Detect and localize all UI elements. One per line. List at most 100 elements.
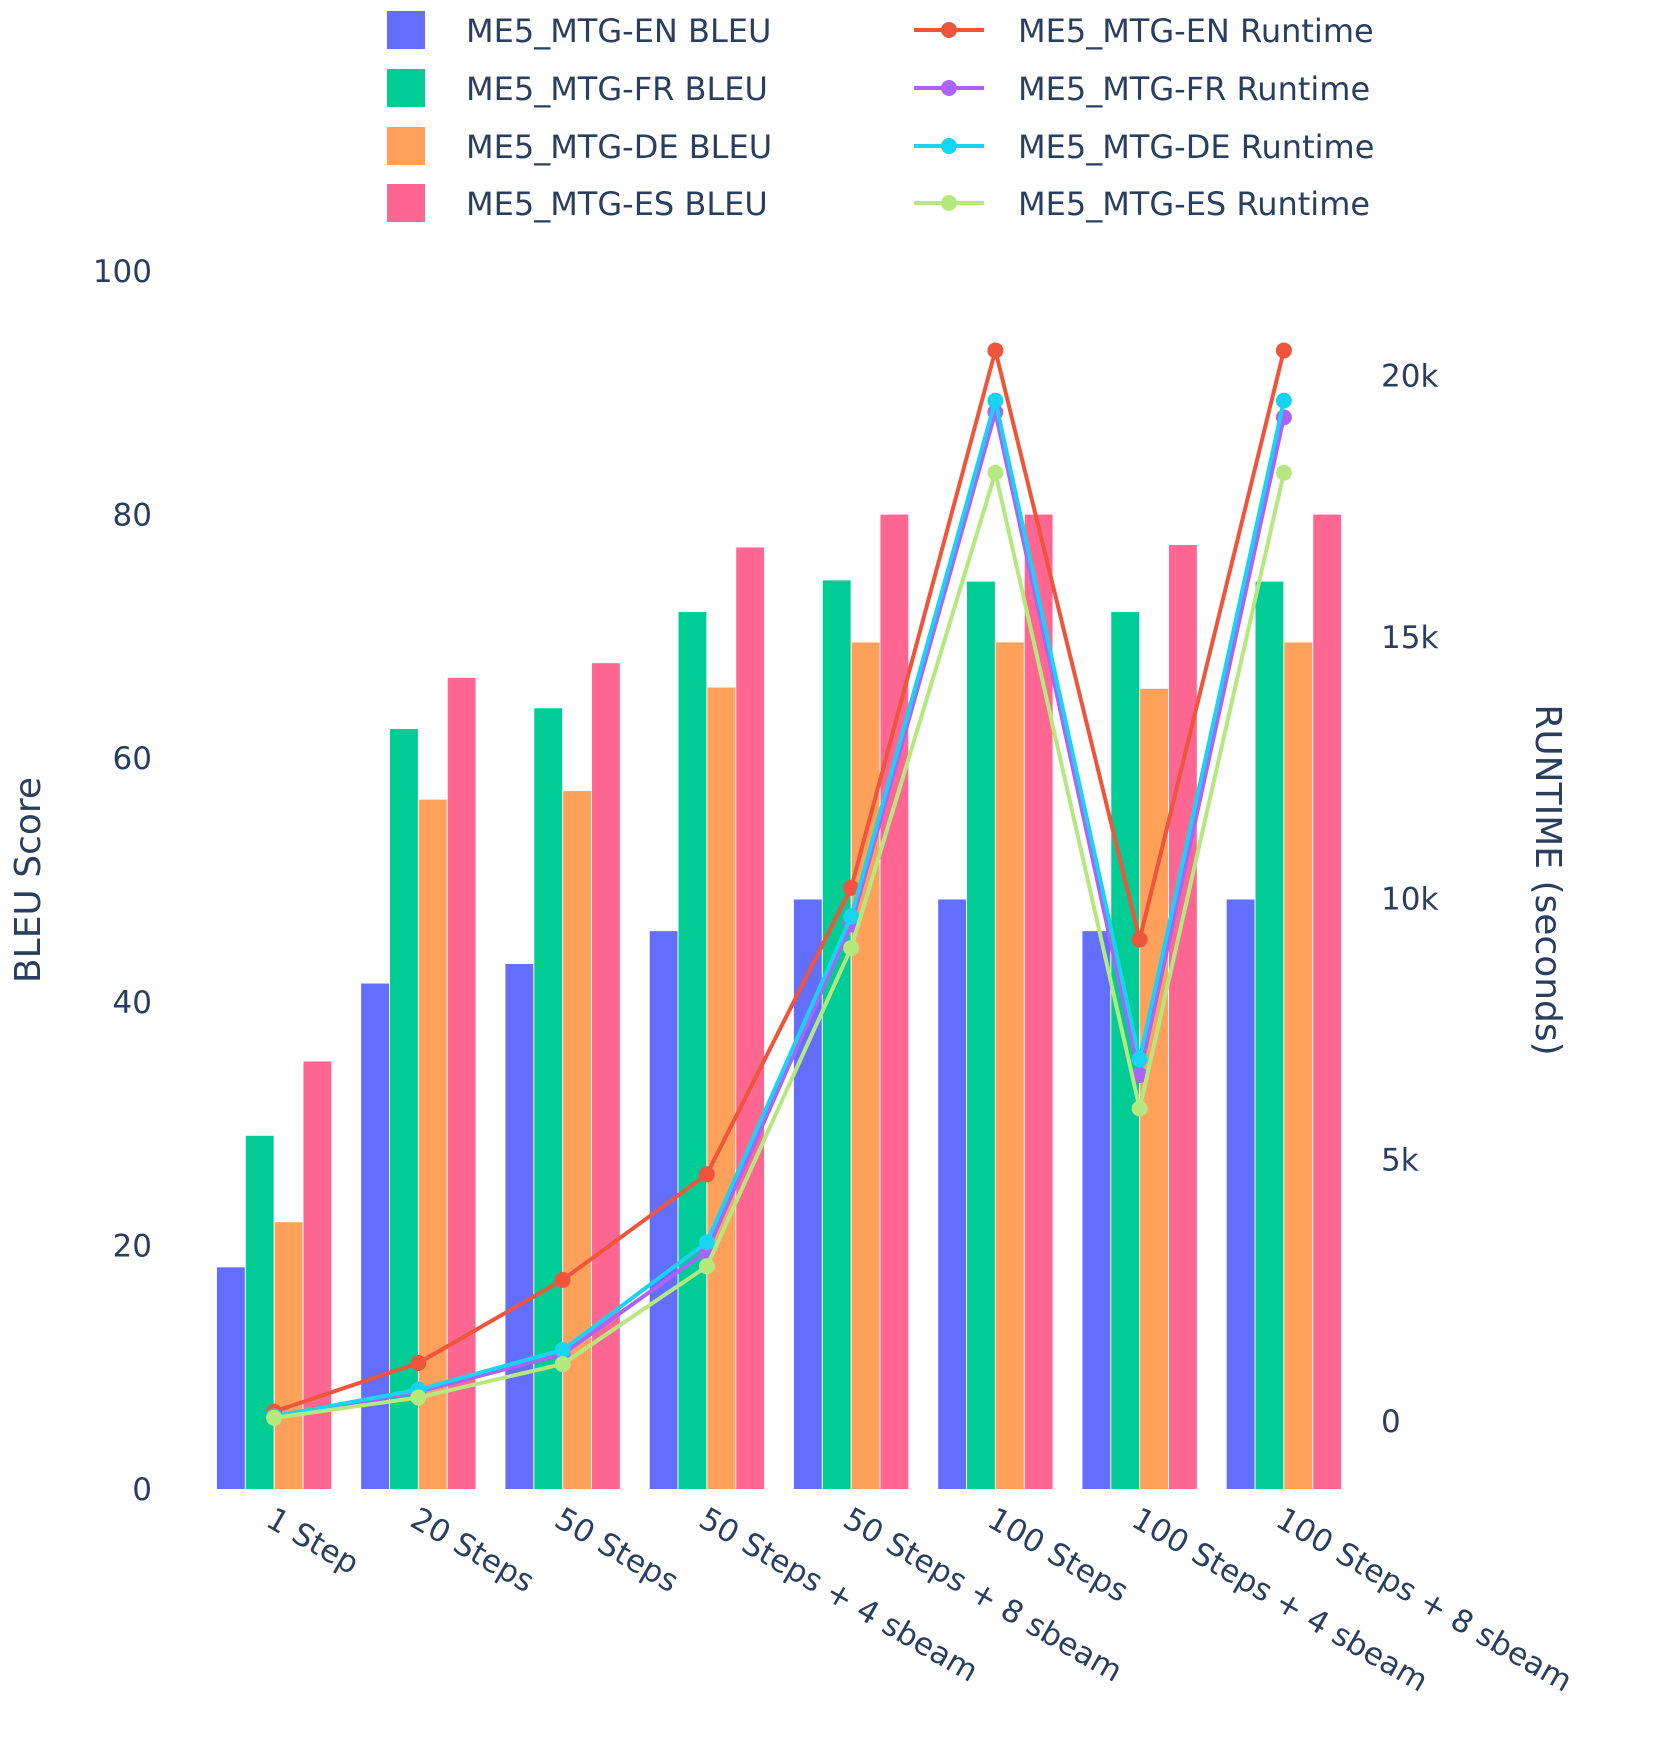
y-right-tick-label: 5k (1381, 1143, 1419, 1179)
bar (505, 964, 534, 1489)
bar (736, 547, 765, 1489)
y-left-axis-title: BLEU Score (8, 777, 49, 983)
bar (1024, 514, 1053, 1489)
legend-label: ME5_MTG-DE BLEU (466, 128, 772, 166)
series-point (1131, 1066, 1148, 1083)
series-point (266, 1409, 283, 1426)
bar (1168, 545, 1197, 1489)
bar (880, 514, 909, 1489)
legend-label: ME5_MTG-EN Runtime (1018, 12, 1374, 50)
bar (1082, 931, 1111, 1489)
bar (591, 663, 620, 1489)
legend-item-line[interactable]: ME5_MTG-ES Runtime (914, 185, 1370, 223)
y-left-tick-label: 0 (132, 1472, 152, 1508)
legend-item-bar[interactable]: ME5_MTG-ES BLEU (387, 184, 768, 223)
series-point (843, 939, 860, 956)
y-left-tick-label: 40 (113, 985, 152, 1021)
series-point (698, 1234, 715, 1251)
series-point (698, 1166, 715, 1183)
series-point (987, 464, 1004, 481)
series-line (273, 348, 1286, 1414)
bar (274, 1222, 303, 1489)
bars-layer (216, 514, 1342, 1489)
series-point (1275, 392, 1292, 409)
legend-item-line[interactable]: ME5_MTG-EN Runtime (914, 12, 1374, 50)
bar (707, 687, 736, 1489)
series-point (987, 392, 1004, 409)
legend-item-bar[interactable]: ME5_MTG-DE BLEU (387, 127, 772, 166)
series-point (843, 879, 860, 896)
x-tick-label: 50 Steps (549, 1501, 685, 1600)
series-point (1275, 342, 1292, 359)
y-right-tick-label: 0 (1381, 1404, 1401, 1440)
legend-label: ME5_MTG-DE Runtime (1018, 128, 1374, 166)
bar (361, 983, 390, 1489)
bar (851, 642, 880, 1489)
series-point (1131, 1100, 1148, 1117)
legend-swatch (387, 11, 425, 49)
legend-marker (941, 80, 957, 96)
legend-label: ME5_MTG-EN BLEU (466, 12, 771, 50)
bar (563, 791, 591, 1489)
series-point (554, 1271, 571, 1288)
bar (678, 612, 707, 1489)
bar (447, 677, 476, 1489)
bar (303, 1061, 332, 1489)
y-right-tick-label: 20k (1381, 359, 1438, 395)
y-left-tick-label: 60 (113, 741, 152, 777)
series-point (843, 908, 860, 925)
legend-marker (941, 22, 957, 38)
legend-item-line[interactable]: ME5_MTG-FR Runtime (914, 70, 1370, 108)
bar (390, 728, 418, 1489)
bar (216, 1267, 245, 1489)
legend-label: ME5_MTG-FR Runtime (1018, 70, 1370, 108)
y-left-tick-label: 80 (113, 498, 152, 534)
series-point (1131, 931, 1148, 948)
x-tick-label: 20 Steps (404, 1501, 540, 1600)
series-point (410, 1389, 427, 1406)
legend-label: ME5_MTG-ES Runtime (1018, 185, 1370, 223)
bar (1255, 581, 1284, 1489)
bar (418, 799, 447, 1489)
legend-swatch (387, 127, 425, 165)
legend-swatch (387, 184, 425, 222)
y-right-axis-title: RUNTIME (seconds) (1527, 704, 1568, 1055)
y-left-tick-label: 20 (113, 1228, 152, 1264)
bar (649, 931, 678, 1489)
bar (822, 580, 851, 1489)
bar (1284, 642, 1313, 1489)
series-line (273, 410, 1286, 1419)
y-right-tick-label: 15k (1381, 620, 1438, 656)
bar (967, 581, 995, 1489)
bar (534, 708, 563, 1489)
legend-marker (941, 195, 957, 211)
legend-item-bar[interactable]: ME5_MTG-FR BLEU (387, 69, 768, 108)
series-line (273, 470, 1286, 1420)
legend-swatch (387, 69, 425, 107)
bar (1313, 514, 1342, 1489)
series-point (554, 1341, 571, 1358)
series-point (698, 1258, 715, 1275)
series-point (1131, 1051, 1148, 1068)
x-tick-label: 1 Step (260, 1501, 365, 1582)
series-point (1275, 464, 1292, 481)
legend[interactable]: ME5_MTG-EN BLEU ME5_MTG-FR BLEU ME5_MTG-DE… (387, 11, 1374, 223)
legend-label: ME5_MTG-FR BLEU (466, 70, 768, 108)
lines-layer (266, 342, 1292, 1426)
series-point (410, 1355, 427, 1372)
y-right-tick-label: 10k (1381, 881, 1438, 917)
bar (938, 899, 967, 1489)
series-point (987, 342, 1004, 359)
legend-item-bar[interactable]: ME5_MTG-EN BLEU (387, 11, 771, 50)
bar (995, 642, 1024, 1489)
bar (245, 1135, 274, 1489)
series-line (273, 398, 1286, 1419)
bar (1226, 899, 1255, 1489)
legend-marker (941, 138, 957, 154)
legend-item-line[interactable]: ME5_MTG-DE Runtime (914, 128, 1374, 166)
series-point (554, 1356, 571, 1373)
legend-label: ME5_MTG-ES BLEU (466, 185, 768, 223)
y-left-tick-label: 100 (93, 254, 152, 290)
